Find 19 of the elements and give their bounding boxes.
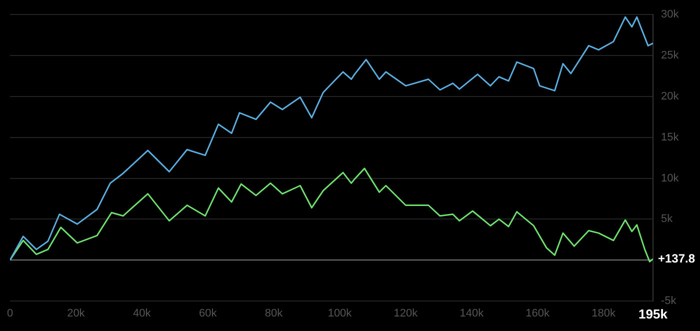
annotation: +137.8 [658,251,696,266]
x-tick-label: 120k [394,308,418,320]
y-tick-label: -5k [661,295,677,308]
y-tick-label: 5k [661,213,674,226]
x-tick-label: 195k [638,306,668,322]
x-tick-label: 180k [592,308,616,320]
x-tick-label: 40k [133,308,152,320]
y-tick-label: 20k [661,90,680,102]
x-tick-label: 60k [198,308,218,320]
y-tick-label: 25k [661,50,680,62]
x-tick-label: 80k [264,308,284,320]
x-tick-label: 100k [328,308,352,320]
y-tick-label: 10k [661,172,680,184]
y-tick-label: 30k [661,8,680,21]
y-tick-label: 15k [661,131,680,144]
x-tick-label: 160k [526,308,550,320]
x-tick-label: 140k [460,308,484,320]
x-tick-label: 20k [67,308,86,320]
x-tick-label: 0 [6,308,14,320]
